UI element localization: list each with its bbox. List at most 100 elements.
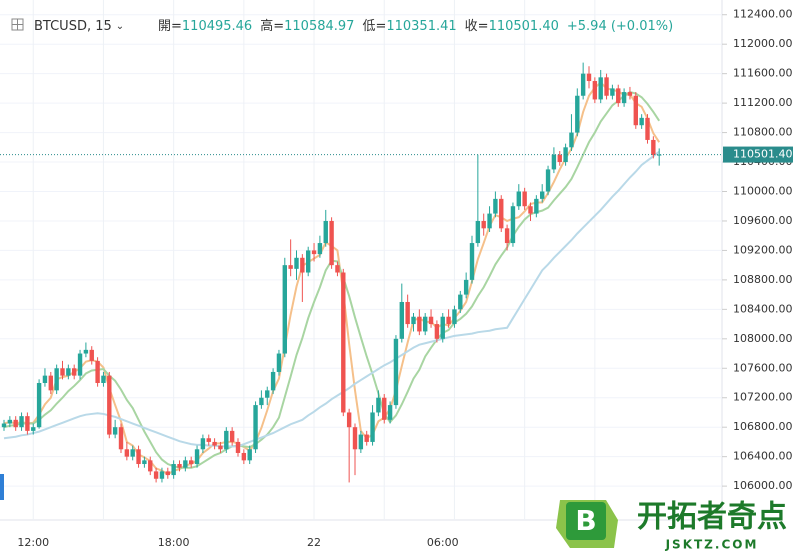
candle-body	[177, 464, 182, 468]
candle-body	[89, 349, 94, 361]
candle-body	[393, 338, 399, 406]
candle-body	[124, 449, 130, 457]
symbol[interactable]: BTCUSD, 15	[34, 19, 112, 34]
last-price-tag	[723, 146, 793, 163]
candle-body	[423, 316, 428, 332]
candle-body	[563, 147, 568, 163]
candle-body	[540, 191, 545, 199]
last-price-label: 110501.40	[733, 148, 793, 161]
candle-body	[13, 419, 18, 428]
candle-body	[206, 438, 211, 442]
candle-body	[136, 449, 141, 465]
candle-body	[276, 353, 282, 372]
candle-body	[376, 397, 381, 413]
candle-body	[534, 198, 539, 214]
close-label: 收=	[465, 19, 489, 34]
candle-body	[1, 423, 7, 428]
candle-body	[235, 441, 241, 453]
candle-body	[405, 301, 410, 325]
candle-body	[575, 95, 580, 133]
y-tick-label: 109200.00	[733, 243, 793, 256]
candle-body	[253, 405, 258, 450]
candle-body	[300, 257, 305, 273]
candle-body	[545, 169, 551, 192]
candle-body	[616, 88, 621, 104]
candle-body	[382, 397, 387, 420]
candle-body	[212, 441, 217, 446]
candle-body	[31, 427, 36, 431]
candle-body	[610, 88, 615, 96]
candle-body	[604, 77, 609, 96]
candle-body	[107, 375, 112, 435]
y-tick-label: 110000.00	[733, 185, 793, 198]
candle-body	[475, 220, 481, 244]
candle-body	[60, 368, 65, 376]
candle-body	[101, 375, 106, 384]
candle-body	[218, 445, 223, 450]
change-value: +5.94 (+0.01%)	[567, 19, 673, 34]
candle-body	[440, 316, 445, 339]
plot-area	[0, 62, 722, 483]
candle-body	[194, 449, 200, 465]
candle-body	[657, 154, 662, 156]
candle-body	[499, 198, 504, 229]
watermark-name: 开拓者奇点	[637, 500, 787, 535]
badge	[566, 502, 606, 540]
candle-body	[36, 383, 42, 428]
candle-body	[72, 368, 77, 376]
y-tick-label: 112000.00	[733, 37, 793, 50]
y-tick-label: 106000.00	[733, 479, 793, 492]
candle-body	[183, 460, 188, 468]
high-value: 110584.97	[284, 19, 354, 34]
candle-body	[95, 360, 100, 384]
candle-body	[165, 471, 170, 476]
x-tick-label: 06:00	[427, 536, 459, 549]
y-tick-label: 110800.00	[733, 126, 793, 139]
low-value: 110351.41	[386, 19, 456, 34]
candle-body	[504, 228, 510, 244]
candle-body	[112, 427, 118, 435]
candle-body	[370, 412, 375, 442]
y-tick-label: 112400.00	[733, 8, 793, 21]
candle-body	[458, 294, 463, 310]
candle-body	[171, 464, 176, 476]
candle-body	[306, 250, 311, 273]
open-label: 開=	[158, 19, 182, 34]
candle-body	[645, 117, 650, 140]
candle-body	[411, 316, 416, 325]
candle-body	[247, 449, 252, 461]
candle-body	[7, 419, 13, 424]
y-tick-label: 111600.00	[733, 67, 793, 80]
y-tick-label: 106800.00	[733, 420, 793, 433]
candle-body	[522, 191, 527, 207]
candle-body	[557, 154, 562, 163]
y-tick-label: 111200.00	[733, 96, 793, 109]
candle-body	[364, 434, 369, 442]
candle-body	[189, 460, 194, 465]
candle-body	[311, 250, 317, 255]
candle-body	[346, 412, 352, 428]
candle-body	[510, 206, 516, 244]
candle-body	[288, 265, 293, 269]
candle-body	[224, 430, 229, 450]
candle-body	[387, 405, 393, 420]
candle-body	[651, 139, 656, 156]
candle-body	[352, 427, 358, 450]
badge-letter: B	[575, 504, 596, 537]
candle-body	[551, 154, 557, 170]
candle-body	[569, 132, 574, 148]
low-label: 低=	[362, 19, 386, 34]
candle-body	[259, 397, 264, 406]
candle-body	[621, 92, 627, 104]
candle-body	[633, 95, 638, 126]
candle-body	[142, 460, 147, 465]
candle-body	[241, 452, 247, 461]
candle-body	[627, 92, 633, 96]
dropdown-arrow[interactable]: ⌄	[116, 21, 124, 32]
side-tab[interactable]	[0, 474, 4, 500]
candle-body	[270, 371, 276, 391]
y-tick-label: 109600.00	[733, 214, 793, 227]
header-text: BTCUSD, 15 ⌄ 開=110495.46 高=110584.97 低=11035…	[34, 18, 673, 34]
candle-body	[481, 220, 486, 229]
